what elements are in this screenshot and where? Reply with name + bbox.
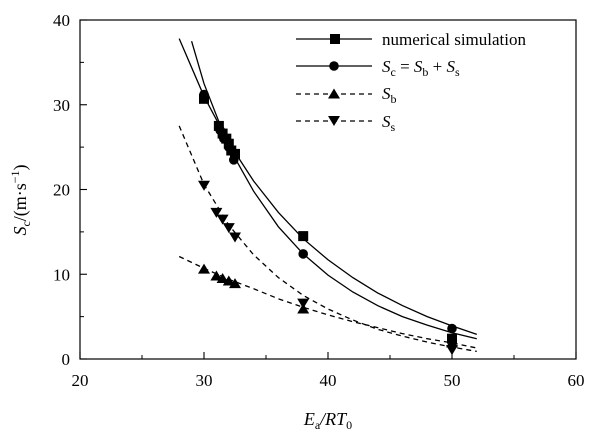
data-point-triangle-down	[297, 298, 310, 309]
legend-label-numerical-simulation: numerical simulation	[382, 30, 526, 49]
legend-label-sc: Sc = Sb + Ss	[382, 57, 460, 79]
fit-curve-triangle-down	[178, 125, 477, 353]
legend-triangle-up-marker	[328, 88, 340, 99]
x-tick-label: 20	[72, 371, 89, 390]
data-point-triangle-up	[198, 263, 210, 274]
fit-curve-square	[178, 38, 478, 336]
data-point-triangle-down	[229, 232, 241, 243]
data-point-circle	[199, 89, 209, 100]
data-point-square	[230, 148, 240, 159]
x-tick-label: 50	[444, 371, 461, 390]
legend: numerical simulation Sc = Sb + Ss Sb Ss	[296, 30, 526, 134]
fit-curve-circle	[190, 41, 477, 340]
plot-frame	[79, 19, 577, 360]
legend-triangle-down-marker	[328, 116, 340, 126]
data-point-circle	[224, 142, 234, 152]
y-tick-label: 40	[53, 11, 70, 30]
legend-item-sb: Sb	[296, 84, 397, 106]
x-tick-label: 40	[320, 371, 337, 390]
data-point-triangle-up	[229, 278, 241, 289]
legend-circle-marker	[329, 61, 339, 71]
x-axis-title: Ea/RT0	[303, 409, 352, 432]
fit-curve-triangle-up	[178, 255, 477, 349]
legend-item-sc: Sc = Sb + Ss	[296, 57, 460, 79]
data-point-triangle-down	[446, 345, 458, 356]
legend-item-ss: Ss	[296, 112, 396, 134]
legend-item-numerical-simulation: numerical simulation	[296, 30, 526, 49]
x-tick-label: 30	[196, 371, 213, 390]
data-point-triangle-down	[222, 223, 235, 234]
data-point-triangle-up	[210, 270, 223, 281]
data-point-triangle-up	[222, 275, 235, 286]
y-tick-label: 30	[53, 96, 70, 115]
data-point-triangle-down	[210, 207, 223, 218]
y-tick-label: 10	[53, 265, 70, 284]
data-point-circle	[219, 133, 229, 144]
data-point-triangle-down	[198, 180, 210, 191]
y-axis-title: Sc/(m·s−1)	[8, 164, 33, 235]
data-point-square	[298, 231, 309, 242]
x-tick-label: 60	[568, 371, 585, 390]
legend-label-ss: Ss	[382, 112, 396, 134]
data-point-circle	[228, 155, 239, 165]
data-point-triangle-up	[216, 272, 229, 283]
data-markers	[198, 89, 458, 356]
fit-curves	[178, 38, 478, 353]
data-point-circle	[447, 323, 457, 334]
y-tick-label: 20	[53, 181, 70, 200]
y-tick-label: 0	[62, 350, 71, 369]
axis-ticks: 20 30 40 50 60 0 10 20 30 40	[53, 11, 585, 390]
data-point-circle	[215, 125, 225, 135]
data-point-circle	[298, 249, 309, 259]
data-point-triangle-up	[446, 337, 458, 348]
legend-square-marker	[330, 34, 340, 44]
data-point-triangle-down	[216, 214, 229, 225]
legend-label-sb: Sb	[382, 84, 397, 106]
